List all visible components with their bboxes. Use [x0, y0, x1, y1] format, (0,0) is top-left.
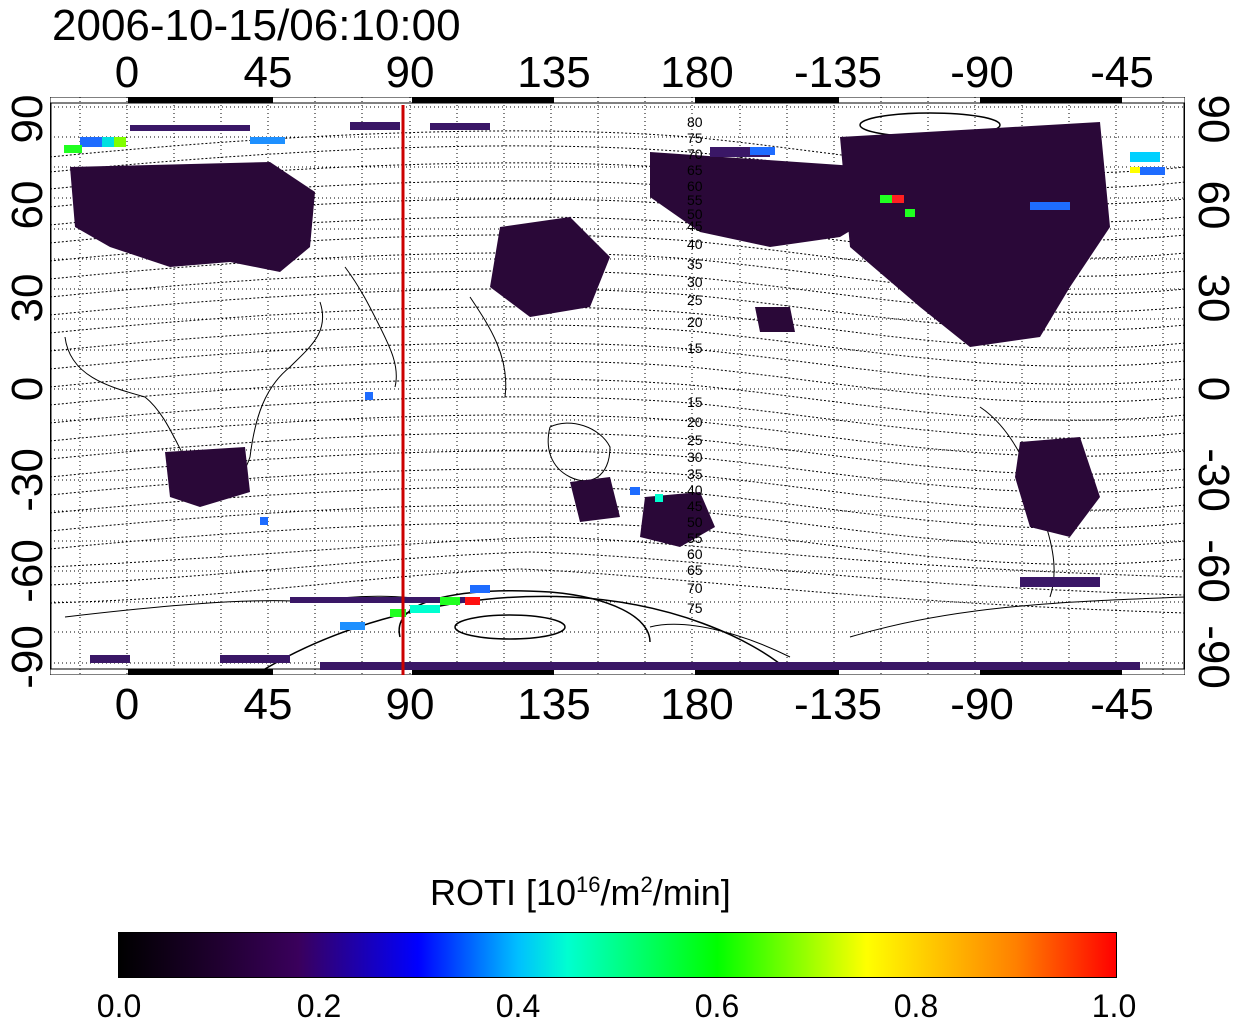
contour-label: 30 [687, 449, 703, 465]
colorbar-tick: 0.6 [694, 988, 740, 1024]
colorbar-tick: 0.2 [296, 988, 342, 1024]
bottom-border-segment [980, 669, 1122, 675]
colorbar-tick: 0.8 [893, 988, 939, 1024]
contour-label: 40 [687, 482, 703, 498]
contour-label: 15 [687, 394, 703, 410]
top-border-segment [128, 97, 273, 103]
top-border-segment [695, 97, 839, 103]
y-tick-left: -60 [3, 539, 52, 603]
colorbar-tick: 0.4 [495, 988, 541, 1024]
y-tick-left: 0 [3, 376, 52, 402]
map-title: 2006-10-15/06:10:00 [52, 1, 461, 50]
contour-label: 20 [687, 314, 703, 330]
contour-label: 75 [687, 130, 703, 146]
y-tick-right: -60 [1189, 539, 1238, 603]
contour-label: 60 [687, 178, 703, 194]
contour-label: 50 [687, 514, 703, 530]
roti-cells-high [64, 137, 1165, 630]
contour-label: 75 [687, 600, 703, 616]
colorbar-tick: 0.0 [96, 988, 142, 1024]
x-tick-bottom: -135 [793, 680, 883, 729]
x-tick-bottom: -45 [1090, 680, 1154, 729]
contour-label: 65 [687, 162, 703, 178]
x-tick-bottom: 45 [243, 680, 293, 729]
contour-label: 45 [687, 218, 703, 234]
contour-label: 55 [687, 530, 703, 546]
x-tick-top: -135 [793, 48, 883, 97]
y-tick-right: 90 [1189, 94, 1238, 144]
contour-label-group: 80 75 70 65 60 55 50 45 40 35 30 25 20 1… [687, 114, 703, 616]
contour-label: 80 [687, 114, 703, 130]
x-tick-top: 135 [517, 48, 591, 97]
contour-label: 25 [687, 432, 703, 448]
contour-label: 15 [687, 340, 703, 356]
map-canvas: 80 75 70 65 60 55 50 45 40 35 30 25 20 1… [50, 97, 1185, 675]
contour-label: 30 [687, 274, 703, 290]
top-border-bar [50, 97, 1185, 104]
y-tick-left: -30 [3, 448, 52, 512]
x-tick-top: 90 [385, 48, 435, 97]
colorbar-title: ROTI [1016/m2/min] [430, 872, 731, 913]
colorbar-tick: 1.0 [1091, 988, 1137, 1024]
bottom-border-segment [412, 669, 554, 675]
x-tick-bottom: 180 [660, 680, 734, 729]
roti-map: 80 75 70 65 60 55 50 45 40 35 30 25 20 1… [50, 97, 1185, 675]
contour-label: 35 [687, 466, 703, 482]
x-tick-bottom: -90 [950, 680, 1014, 729]
y-tick-right: 60 [1189, 180, 1238, 230]
x-tick-top: -90 [950, 48, 1014, 97]
contour-label: 35 [687, 256, 703, 272]
x-tick-top: -45 [1090, 48, 1154, 97]
contour-label: 60 [687, 546, 703, 562]
roti-cells-low [70, 122, 1110, 547]
bottom-border-segment [128, 669, 273, 675]
y-tick-right: -90 [1189, 625, 1238, 689]
contour-label: 40 [687, 236, 703, 252]
contour-label: 70 [687, 146, 703, 162]
x-tick-bottom: 135 [517, 680, 591, 729]
top-border-segment [980, 97, 1122, 103]
y-tick-right: -30 [1189, 448, 1238, 512]
y-tick-left: 60 [3, 180, 52, 230]
y-tick-left: 30 [3, 273, 52, 323]
y-tick-right: 0 [1189, 376, 1238, 402]
x-tick-bottom: 90 [385, 680, 435, 729]
contour-label: 25 [687, 292, 703, 308]
contour-label: 45 [687, 498, 703, 514]
y-tick-left: 90 [3, 94, 52, 144]
contour-label: 50 [687, 206, 703, 222]
x-tick-top: 0 [114, 48, 140, 97]
top-border-segment [412, 97, 554, 103]
bottom-border-segment [695, 669, 839, 675]
contour-label: 55 [687, 192, 703, 208]
y-tick-left: -90 [3, 625, 52, 689]
contour-label: 70 [687, 580, 703, 596]
x-tick-top: 180 [660, 48, 734, 97]
contour-label: 65 [687, 562, 703, 578]
colorbar [118, 932, 1117, 978]
x-tick-bottom: 0 [114, 680, 140, 729]
y-tick-right: 30 [1189, 273, 1238, 323]
contour-label: 20 [687, 414, 703, 430]
x-tick-top: 45 [243, 48, 293, 97]
